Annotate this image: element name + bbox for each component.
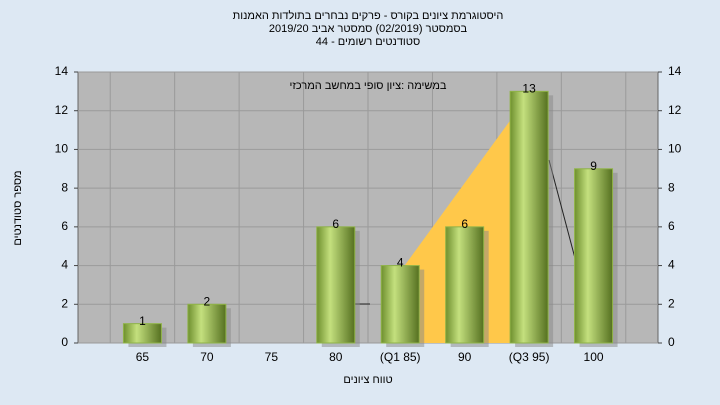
bar xyxy=(509,90,549,344)
whisker-line xyxy=(548,159,577,263)
y-tick-label: 6 xyxy=(61,219,68,233)
y2-tick-label: 4 xyxy=(668,258,675,272)
bar xyxy=(316,226,356,344)
value-label: 6 xyxy=(332,217,339,231)
x-axis-label: טווח ציונים xyxy=(343,374,392,386)
bar xyxy=(380,265,420,344)
y-tick-label: 2 xyxy=(61,296,68,310)
bar xyxy=(187,303,227,344)
x-tick-label: (Q3 95) xyxy=(509,350,550,364)
y2-tick-label: 12 xyxy=(668,103,682,117)
x-tick-label: 65 xyxy=(136,350,150,364)
x-tick-label: (Q1 85) xyxy=(380,350,421,364)
y-axis-label: מספר סטודנטים xyxy=(12,170,24,245)
y-tick-label: 8 xyxy=(61,180,68,194)
chart-title: היסטוגרמת ציונים בקורס - פרקים נבחרים בת… xyxy=(233,9,504,22)
chart-subtitle: בסמסטר (02/2019) סמסטר אביב 2019/20 xyxy=(269,23,468,35)
value-label: 4 xyxy=(397,256,404,270)
value-label: 2 xyxy=(204,294,211,308)
x-tick-label: 90 xyxy=(458,350,472,364)
y-tick-label: 4 xyxy=(61,258,68,272)
value-label: 6 xyxy=(461,217,468,231)
y-tick-label: 14 xyxy=(55,64,69,78)
y2-tick-label: 6 xyxy=(668,219,675,233)
y2-tick-label: 8 xyxy=(668,180,675,194)
y2-tick-label: 0 xyxy=(668,335,675,349)
value-label: 1 xyxy=(139,314,146,328)
bar xyxy=(122,323,162,344)
y2-tick-label: 10 xyxy=(668,142,682,156)
bar xyxy=(574,168,614,344)
annotation: במשימה :ציון סופי במחשב המרכזי xyxy=(290,80,447,92)
x-tick-label: 75 xyxy=(265,350,279,364)
y2-tick-label: 14 xyxy=(668,64,682,78)
x-tick-label: 80 xyxy=(329,350,343,364)
value-label: 9 xyxy=(590,159,597,173)
y-tick-label: 0 xyxy=(61,335,68,349)
y2-tick-label: 2 xyxy=(668,296,675,310)
x-tick-label: 70 xyxy=(200,350,214,364)
bar xyxy=(445,226,485,344)
chart-subtitle: סטודנטים רשומים - 44 xyxy=(316,36,420,48)
y-tick-label: 10 xyxy=(55,142,69,156)
y-tick-label: 12 xyxy=(55,103,69,117)
value-label: 13 xyxy=(522,82,536,96)
x-tick-label: 100 xyxy=(584,350,604,364)
